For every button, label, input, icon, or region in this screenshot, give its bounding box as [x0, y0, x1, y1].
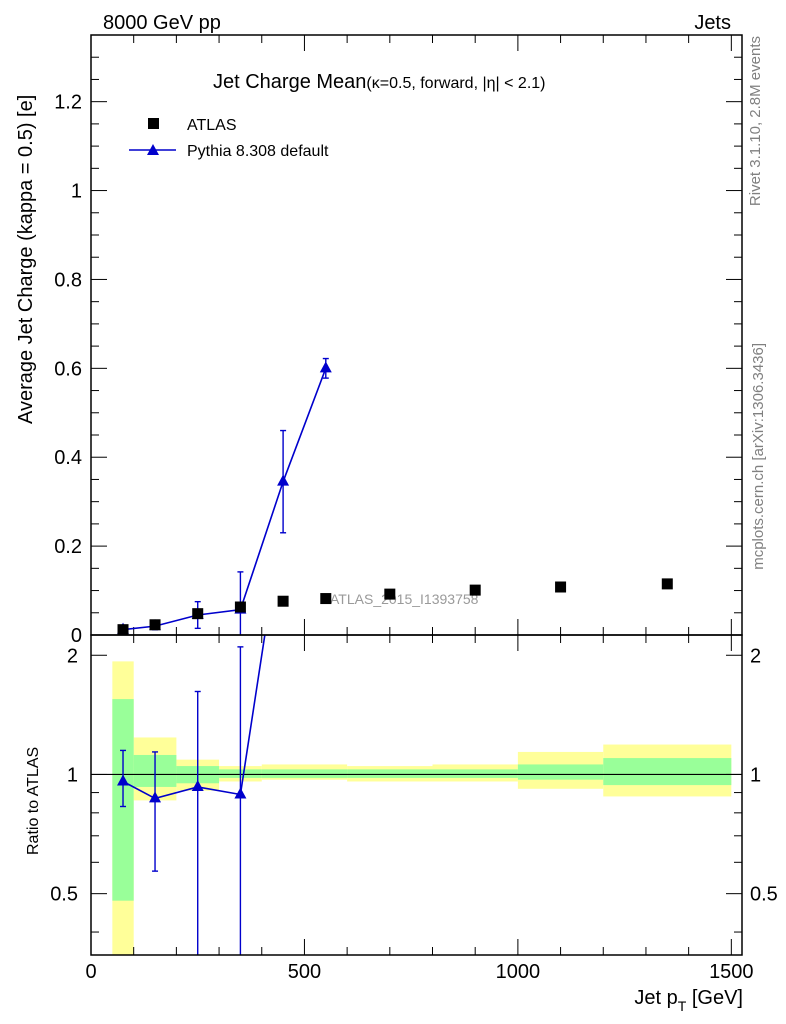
watermark-label: ATLAS_2015_I1393758	[330, 591, 479, 607]
atlas-marker	[469, 584, 481, 596]
pythia-markers	[117, 361, 332, 634]
x-axis-label-main: Jet p	[634, 987, 677, 1009]
x-tick-label: 1500	[709, 961, 754, 983]
ratio-error-bars	[120, 646, 244, 955]
legend-label-atlas: ATLAS	[187, 117, 237, 134]
x-axis-label-subscript: T	[678, 998, 687, 1014]
rivet-label: Rivet 3.1.10, 2.8M events	[747, 36, 764, 206]
atlas-markers	[117, 578, 673, 635]
y-tick-label: 0.4	[54, 447, 82, 469]
atlas-marker	[117, 624, 129, 635]
x-tick-label: 1000	[496, 961, 541, 983]
atlas-marker	[149, 619, 161, 631]
y-tick-labels: 0 0.2 0.4 0.6 0.8 1 1.2	[54, 92, 82, 647]
y-axis-label: Average Jet Charge (kappa = 0.5) [e]	[15, 95, 37, 424]
x-axis-label: Jet pT [GeV]	[634, 987, 743, 1014]
process-label: Jets	[694, 12, 731, 34]
ratio-uncertainty-bands	[112, 661, 732, 955]
atlas-marker	[555, 581, 567, 593]
ratio-y-tick-label-right: 2	[750, 645, 761, 667]
x-tick-label: 500	[288, 961, 321, 983]
ratio-panel-frame	[90, 634, 743, 956]
ratio-marker	[234, 787, 247, 799]
legend-marker-atlas	[148, 118, 159, 129]
ratio-band-inner	[603, 758, 732, 786]
ratio-panel: 0.5 0.5 1 1 2 2 0 500 1000 1500 Ratio to ATLAS J…	[25, 634, 778, 1014]
legend-label-pythia: Pythia 8.308 default	[187, 143, 329, 160]
x-tick-labels: 0 500 1000 1500	[85, 961, 753, 983]
atlas-marker	[234, 601, 246, 613]
x-tick-label: 0	[85, 961, 96, 983]
atlas-marker	[192, 608, 204, 620]
ratio-y-tick-label: 0.5	[50, 884, 78, 906]
atlas-marker	[661, 578, 673, 590]
pythia-error-bars	[120, 357, 329, 635]
atlas-marker	[384, 588, 396, 600]
chart-title-sub: (κ=0.5, forward, |η| < 2.1)	[366, 75, 545, 92]
main-panel-ticks	[90, 34, 742, 636]
ratio-y-tick-label-right: 1	[750, 764, 761, 786]
ratio-band-inner	[432, 769, 518, 778]
pythia-marker	[319, 361, 332, 373]
ratio-y-tick-label-right: 0.5	[750, 884, 778, 906]
ratio-markers	[117, 774, 247, 803]
ratio-band-inner	[517, 764, 604, 780]
y-tick-label: 0.2	[54, 536, 82, 558]
mcplots-label: mcplots.cern.ch [arXiv:1306.3436]	[750, 343, 767, 570]
x-axis-label-unit: [GeV]	[686, 987, 743, 1009]
collision-label: 8000 GeV pp	[103, 12, 221, 34]
chart-title: Jet Charge Mean(κ=0.5, forward, |η| < 2.…	[213, 71, 545, 93]
atlas-marker	[320, 593, 332, 605]
legend-marker-pythia	[147, 144, 159, 155]
legend: ATLAS Pythia 8.308 default	[129, 117, 329, 160]
ratio-y-axis-label: Ratio to ATLAS	[25, 747, 42, 855]
pythia-marker	[277, 474, 290, 486]
ratio-y-tick-label: 1	[67, 764, 78, 786]
y-tick-label: 1.2	[54, 92, 82, 114]
ratio-marker	[191, 779, 204, 791]
y-tick-label: 0.6	[54, 358, 82, 380]
main-panel: 0 0.2 0.4 0.6 0.8 1 1.2 ATLAS_2015_I1393758 Je…	[15, 34, 743, 647]
pythia-line	[122, 368, 327, 631]
y-tick-label: 0	[71, 625, 82, 647]
ratio-band-inner	[261, 769, 348, 778]
atlas-marker	[277, 595, 289, 607]
ratio-band-inner	[347, 769, 433, 778]
ratio-y-tick-labels: 0.5 0.5 1 1 2 2	[50, 645, 778, 905]
ratio-marker	[117, 774, 130, 786]
y-tick-label: 0.8	[54, 269, 82, 291]
chart-title-main: Jet Charge Mean	[213, 71, 366, 93]
ratio-marker	[149, 791, 162, 803]
ratio-y-tick-label: 2	[67, 645, 78, 667]
y-tick-label: 1	[71, 181, 82, 203]
